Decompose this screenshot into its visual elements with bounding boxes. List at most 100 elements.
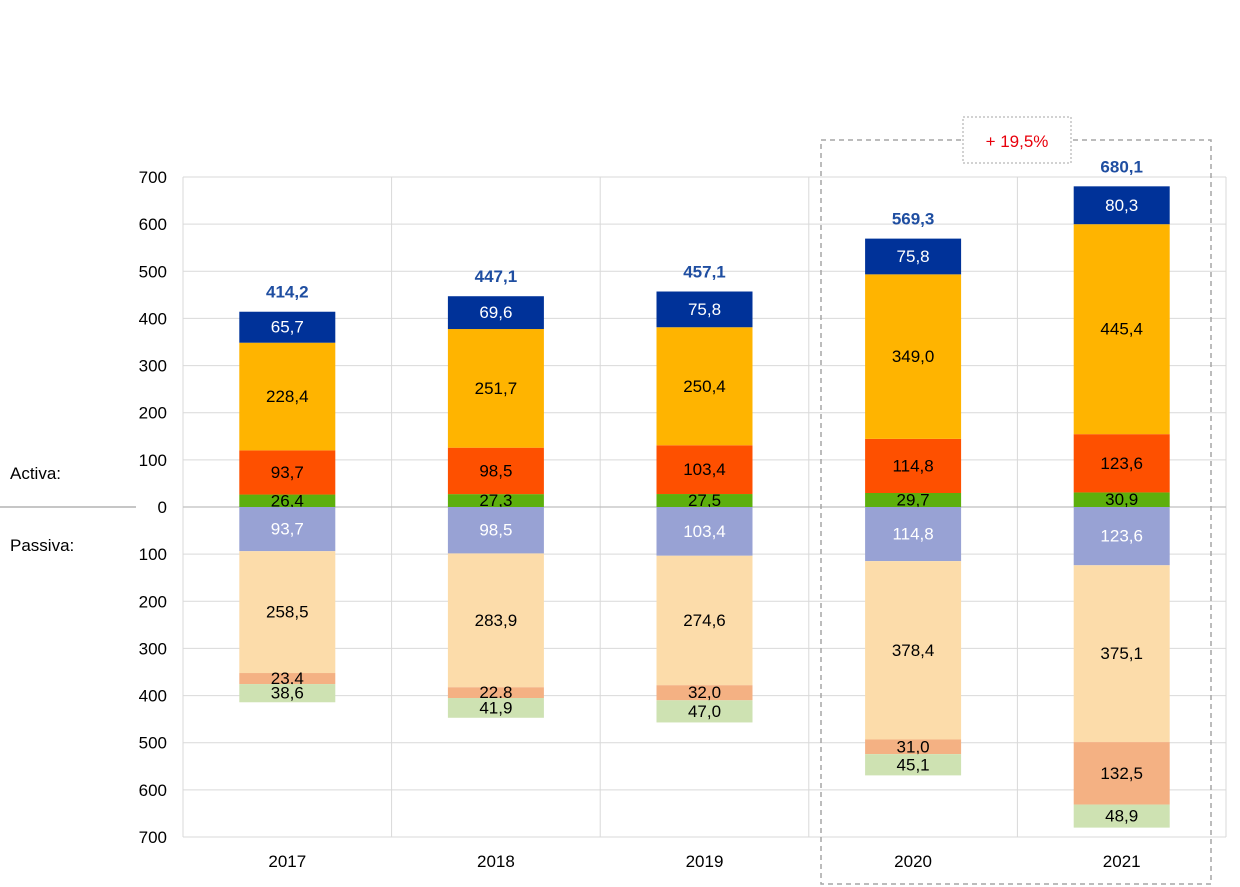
liability-segment-label: 258,5 (266, 603, 309, 622)
y-tick-label: 400 (139, 687, 167, 706)
liability-segment-label: 47,0 (688, 702, 721, 721)
total-label: 680,1 (1100, 157, 1143, 176)
asset-bar-segment (656, 291, 753, 328)
liability-bar-segment (656, 700, 753, 723)
growth-label: + 19,5% (986, 132, 1049, 151)
total-label: 457,1 (683, 263, 726, 282)
asset-segment-label: 29,7 (897, 490, 930, 509)
x-tick-label: 2018 (477, 852, 515, 871)
asset-bar-segment (865, 274, 962, 439)
liability-bar-segment (865, 561, 962, 740)
liability-bar-segment (447, 553, 544, 688)
asset-bar-segment (865, 492, 962, 507)
asset-segment-label: 114,8 (892, 456, 933, 475)
asset-segment-label: 27,3 (479, 491, 512, 510)
liability-segment-label: 132,5 (1100, 764, 1143, 783)
y-tick-label: 600 (139, 781, 167, 800)
asset-bar-segment (447, 494, 544, 507)
y-tick-label: 300 (139, 639, 167, 658)
x-axis: 2017 2018 2019 2020 2021 (268, 852, 1140, 871)
asset-segment-label: 123,6 (1100, 454, 1143, 473)
liability-segment-label: 93,7 (271, 520, 304, 539)
asset-segment-label: 250,4 (683, 377, 726, 396)
liability-bar-segment (239, 507, 336, 552)
liability-bar-segment (1073, 804, 1170, 828)
asset-segment-label: 251,7 (475, 379, 518, 398)
asset-bar-segment (447, 296, 544, 330)
asset-segment-label: 228,4 (266, 387, 309, 406)
y-tick-label: 400 (139, 309, 167, 328)
asset-bar-segment (239, 494, 336, 507)
y-tick-label: 300 (139, 357, 167, 376)
asset-segment-label: 27,5 (688, 491, 721, 510)
asset-bar-segment (656, 445, 753, 495)
y-tick-label: 200 (139, 592, 167, 611)
liability-segment-label: 378,4 (892, 641, 935, 660)
asset-bar-segment (1073, 186, 1170, 225)
liabilities-side-label: Passiva: (10, 536, 74, 555)
asset-segment-label: 75,8 (688, 300, 721, 319)
asset-segment-label: 69,6 (479, 303, 512, 322)
liability-segment-label: 31,0 (897, 737, 930, 756)
asset-bar-segment (656, 327, 753, 446)
asset-segment-label: 80,3 (1105, 196, 1138, 215)
x-tick-label: 2021 (1103, 852, 1141, 871)
liability-bar-segment (1073, 565, 1170, 743)
y-tick-label: 0 (158, 498, 167, 517)
asset-bar-segment (447, 447, 544, 495)
x-tick-label: 2017 (268, 852, 306, 871)
total-labels: 414,2 447,1 457,1 569,3 680,1 (266, 157, 1143, 301)
bars: 26,4 93,7 228,4 65,7 93,7 258,5 23,438,6 27,3 98… (239, 186, 1170, 828)
y-tick-label: 500 (139, 734, 167, 753)
asset-bar-segment (1073, 434, 1170, 493)
liability-bar-segment (447, 698, 544, 718)
liability-bar-segment (865, 739, 962, 755)
y-tick-label: 200 (139, 404, 167, 423)
x-tick-label: 2019 (686, 852, 724, 871)
liability-segment-label: 48,9 (1105, 807, 1138, 826)
total-label: 447,1 (475, 267, 518, 286)
asset-segment-label: 26,4 (271, 491, 304, 510)
liability-segment-label: 38,6 (271, 684, 304, 703)
asset-bar-segment (239, 450, 336, 495)
growth-box (962, 116, 1072, 164)
liability-bar-segment (656, 555, 753, 686)
y-axis: 700 600 500 400 300 200 100 0 100 200 300 400 500 600… (139, 168, 167, 847)
y-tick-label: 600 (139, 215, 167, 234)
liability-segment-label: 41,9 (479, 698, 512, 717)
asset-bar-segment (239, 342, 336, 451)
y-tick-label: 500 (139, 262, 167, 281)
liability-bar-segment (656, 507, 753, 556)
liability-bar-segment (1073, 742, 1170, 805)
liability-bar-segment (447, 507, 544, 554)
liability-bar-segment (656, 685, 753, 701)
liability-bar-segment (865, 754, 962, 776)
liability-segment-label: 103,4 (683, 522, 726, 541)
assets-side-label: Activa: (10, 464, 61, 483)
y-tick-label: 100 (139, 545, 167, 564)
liability-bar-segment (239, 551, 336, 674)
liability-segment-label: 98,5 (479, 521, 512, 540)
asset-segment-label: 30,9 (1105, 490, 1138, 509)
liability-bar-segment (239, 684, 336, 703)
asset-segment-label: 93,7 (271, 463, 304, 482)
liability-segment-label: 32,0 (688, 683, 721, 702)
liability-segment-label: 114,8 (892, 525, 933, 544)
asset-segment-label: 103,4 (683, 460, 726, 479)
asset-bar-segment (239, 311, 336, 343)
asset-segment-label: 65,7 (271, 318, 304, 337)
asset-bar-segment (1073, 492, 1170, 507)
x-tick-label: 2020 (894, 852, 932, 871)
asset-bar-segment (865, 438, 962, 493)
asset-segment-label: 75,8 (897, 247, 930, 266)
asset-segment-label: 349,0 (892, 347, 935, 366)
total-label: 569,3 (892, 210, 935, 229)
liability-segment-label: 45,1 (897, 755, 930, 774)
y-tick-label: 100 (139, 451, 167, 470)
liability-segment-label: 23,4 (271, 669, 304, 688)
y-tick-label: 700 (139, 168, 167, 187)
asset-bar-segment (1073, 224, 1170, 435)
y-tick-label: 700 (139, 828, 167, 847)
total-label: 414,2 (266, 283, 309, 302)
